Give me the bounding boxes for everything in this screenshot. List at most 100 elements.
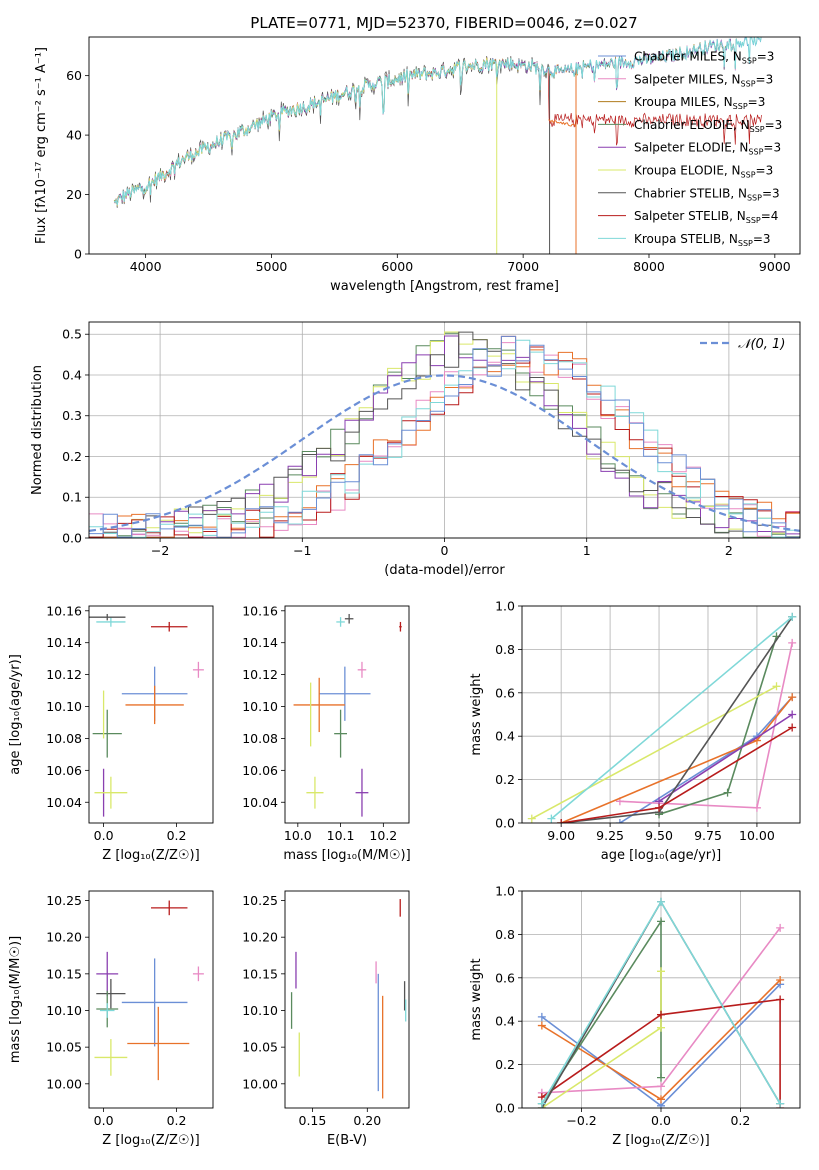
x-tick-label: 10.0 bbox=[284, 828, 312, 843]
y-tick-label: 10.10 bbox=[242, 1003, 278, 1018]
legend-sub: SSP bbox=[746, 216, 761, 225]
weight-marker bbox=[657, 897, 665, 906]
y-tick-label: 10.05 bbox=[46, 1040, 82, 1055]
weight-marker bbox=[615, 819, 624, 823]
y-axis-label: mass [log₁₀(M/M☉)] bbox=[8, 936, 23, 1063]
weight-marker bbox=[776, 1099, 785, 1108]
legend-nssp: =3 bbox=[753, 232, 771, 246]
histogram-step bbox=[89, 331, 800, 538]
y-tick-label: 0.4 bbox=[62, 367, 82, 382]
legend-entry: Chabrier MILES, NSSP=3 bbox=[634, 50, 774, 66]
x-axis-label: mass [log₁₀(M/M☉)] bbox=[283, 848, 410, 863]
errorbar-point bbox=[319, 666, 371, 721]
x-tick-label: 4000 bbox=[130, 259, 162, 274]
y-tick-label: 0.4 bbox=[495, 1014, 515, 1029]
x-tick-label: 9000 bbox=[759, 259, 791, 274]
errorbar-point bbox=[344, 613, 354, 624]
errorbar-point bbox=[357, 661, 367, 678]
spectrum-line bbox=[113, 37, 762, 206]
legend-nssp: =3 bbox=[748, 95, 766, 109]
legend-sub: SSP bbox=[750, 125, 765, 134]
x-tick-label: 9.25 bbox=[596, 828, 624, 843]
y-tick-label: 1.0 bbox=[495, 599, 515, 614]
weight-marker bbox=[772, 682, 781, 691]
x-axis-label: Z [log₁₀(Z/Z☉)] bbox=[612, 1133, 709, 1148]
weight-marker bbox=[752, 803, 761, 812]
y-tick-label: 10.04 bbox=[46, 795, 82, 810]
axes-frame bbox=[88, 890, 214, 1109]
legend-nssp: =3 bbox=[757, 50, 775, 64]
y-tick-label: 0.2 bbox=[62, 449, 82, 464]
weight-marker bbox=[547, 814, 556, 823]
weight-marker bbox=[657, 1010, 665, 1019]
legend-model: Chabrier MILES, N bbox=[634, 50, 742, 64]
y-tick-label: 0.0 bbox=[62, 531, 82, 546]
x-tick-label: 10.2 bbox=[369, 828, 397, 843]
legend-entry: Kroupa ELODIE, NSSP=3 bbox=[634, 164, 773, 180]
x-tick-label: 9.00 bbox=[547, 828, 575, 843]
y-tick-label: 10.00 bbox=[46, 1076, 82, 1091]
y-tick-label: 0 bbox=[74, 247, 82, 262]
weight-marker bbox=[657, 967, 665, 976]
errorbar-point bbox=[336, 617, 345, 627]
legend-model: Salpeter ELODIE, N bbox=[634, 141, 748, 155]
y-axis-label: mass weight bbox=[469, 673, 484, 755]
x-axis-label: age [log₁₀(age/yr)] bbox=[601, 848, 722, 863]
legend-nssp: =4 bbox=[761, 209, 779, 223]
x-tick-label: 10.1 bbox=[327, 828, 355, 843]
y-tick-label: 10.14 bbox=[46, 635, 82, 650]
y-tick-label: 20 bbox=[66, 187, 82, 202]
legend-nssp: =3 bbox=[762, 186, 780, 200]
x-tick-label: 7000 bbox=[507, 259, 539, 274]
x-tick-label: 1 bbox=[583, 543, 591, 558]
y-tick-label: 10.12 bbox=[242, 667, 278, 682]
x-axis-label: Z [log₁₀(Z/Z☉)] bbox=[102, 1133, 199, 1148]
y-tick-label: 10.10 bbox=[46, 699, 82, 714]
legend-model: Chabrier ELODIE, N bbox=[634, 118, 750, 132]
spectrum-line bbox=[113, 55, 550, 208]
y-tick-label: 10.20 bbox=[46, 930, 82, 945]
errorbar-point bbox=[355, 768, 369, 817]
weight-marker bbox=[657, 917, 665, 926]
y-tick-label: 10.06 bbox=[46, 763, 82, 778]
x-tick-label: 0.2 bbox=[167, 1113, 187, 1128]
weight-marker bbox=[776, 995, 785, 1004]
x-tick-label: 0 bbox=[441, 543, 449, 558]
weight-marker bbox=[657, 1073, 665, 1082]
panel-age-vs-mass: 10.0 10.1 10.2 10.04 10.06 10.08 10.10 10.12 10.… bbox=[242, 603, 410, 863]
legend-entry: Salpeter MILES, NSSP=3 bbox=[634, 72, 773, 88]
y-axis-label: mass weight bbox=[469, 958, 484, 1040]
legend-model: Salpeter MILES, N bbox=[634, 72, 741, 86]
weight-marker bbox=[657, 1023, 665, 1032]
x-tick-label: 0.0 bbox=[94, 1113, 114, 1128]
y-tick-label: 10.04 bbox=[242, 795, 278, 810]
y-tick-label: 10.10 bbox=[46, 1003, 82, 1018]
x-tick-label: 0.2 bbox=[730, 1113, 750, 1128]
y-tick-label: 40 bbox=[66, 128, 82, 143]
legend-entry: Kroupa MILES, NSSP=3 bbox=[634, 95, 765, 111]
y-tick-label: 10.16 bbox=[46, 603, 82, 618]
weight-marker bbox=[788, 612, 797, 621]
weight-marker bbox=[655, 803, 664, 812]
plot-area bbox=[527, 612, 797, 823]
axes-frame bbox=[521, 890, 801, 1109]
errorbar-point bbox=[94, 776, 128, 809]
legend-nssp: =3 bbox=[763, 141, 781, 155]
axes-frame bbox=[521, 605, 801, 824]
weight-line bbox=[561, 616, 793, 823]
histogram-step bbox=[89, 335, 800, 538]
y-tick-label: 10.15 bbox=[46, 966, 82, 981]
y-tick-label: 10.15 bbox=[242, 966, 278, 981]
legend-sub: SSP bbox=[741, 171, 756, 180]
y-tick-label: 1.0 bbox=[495, 884, 515, 899]
y-tick-label: 0.4 bbox=[495, 729, 515, 744]
legend-sub: SSP bbox=[733, 102, 748, 111]
weight-marker bbox=[776, 923, 785, 932]
x-tick-label: 9.50 bbox=[645, 828, 673, 843]
weight-marker bbox=[788, 710, 797, 719]
axes-frame bbox=[88, 36, 801, 255]
y-tick-label: 0.0 bbox=[495, 1101, 515, 1116]
x-tick-label: 5000 bbox=[256, 259, 288, 274]
legend-entry: Chabrier ELODIE, NSSP=3 bbox=[634, 118, 782, 134]
